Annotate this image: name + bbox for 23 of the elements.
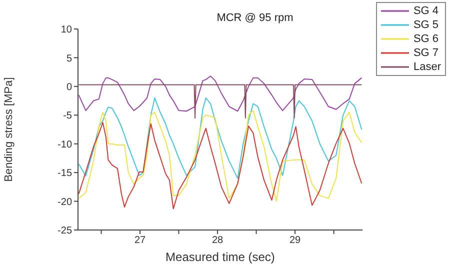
line-series bbox=[78, 76, 362, 112]
line-series bbox=[78, 122, 362, 210]
y-axis-title: Bending stress [MPa] bbox=[2, 77, 15, 182]
legend-label: SG 6 bbox=[413, 33, 439, 45]
y-tick-label: -25 bbox=[58, 226, 72, 237]
line-series bbox=[78, 110, 362, 202]
y-tick-label: 5 bbox=[66, 53, 72, 64]
legend-label: SG 5 bbox=[413, 19, 439, 31]
legend-label: SG 4 bbox=[413, 5, 439, 17]
x-tick-label: 28 bbox=[212, 235, 224, 246]
x-axis-title: Measured time (sec) bbox=[166, 250, 275, 264]
y-tick-label: 10 bbox=[60, 24, 72, 36]
y-tick-label: -20 bbox=[58, 196, 72, 208]
y-tick-label: -5 bbox=[63, 110, 72, 122]
y-tick-label: 0 bbox=[66, 82, 72, 93]
line-series bbox=[78, 97, 362, 179]
y-tick-label: -10 bbox=[58, 139, 72, 150]
chart-title: MCR @ 95 rpm bbox=[216, 12, 294, 24]
legend-label: SG 7 bbox=[413, 47, 439, 59]
x-tick-label: 27 bbox=[134, 235, 146, 246]
legend-label: Laser bbox=[413, 61, 441, 73]
x-tick-label: 29 bbox=[289, 235, 302, 246]
y-tick-label: -15 bbox=[58, 168, 72, 180]
